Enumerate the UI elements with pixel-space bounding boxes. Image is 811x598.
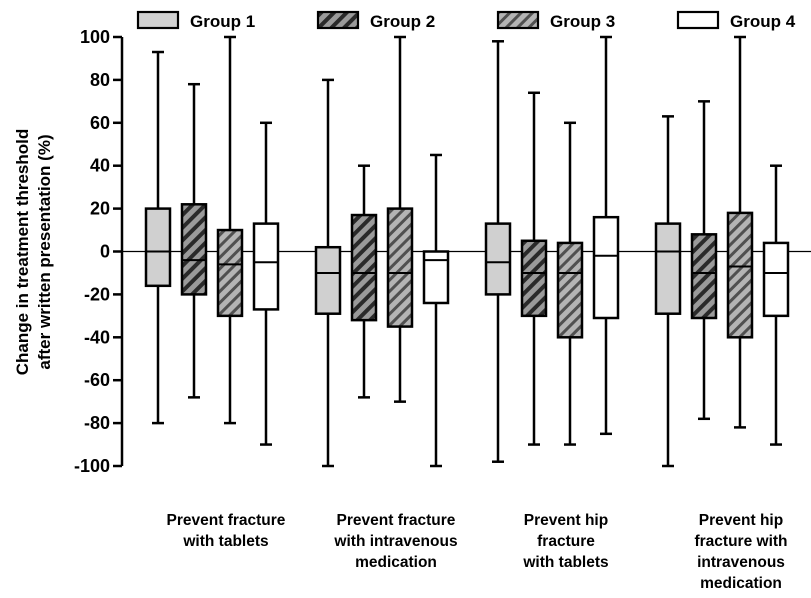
box-group-4-cat-1	[252, 121, 280, 446]
box-group-3-cat-2	[386, 35, 414, 403]
box-group-3-cat-1	[216, 35, 244, 425]
box-body	[592, 215, 620, 320]
y-tick-label: -40	[84, 327, 110, 347]
box-group-3-cat-3	[556, 121, 584, 446]
box-group-2-cat-4	[690, 100, 718, 421]
box-body	[556, 241, 584, 339]
box-body	[350, 213, 378, 322]
box-body	[144, 207, 172, 288]
y-tick-label: -100	[74, 456, 110, 476]
box-group-1-cat-2	[314, 78, 342, 468]
box-body	[216, 228, 244, 318]
box-body	[690, 233, 718, 320]
box-body	[654, 222, 682, 315]
box-group-2-cat-2	[350, 164, 378, 399]
box-body	[314, 245, 342, 315]
box-body	[484, 222, 512, 296]
x-category-label: Prevent hip fracture with intravenous me…	[694, 512, 788, 592]
box-group-1-cat-1	[144, 50, 172, 425]
box-group-4-cat-3	[592, 35, 620, 436]
plot-area	[144, 35, 790, 468]
box-group-1-cat-4	[654, 115, 682, 468]
legend-label: Group 4	[730, 12, 796, 31]
box-group-1-cat-3	[484, 40, 512, 463]
legend-item-3: Group 3	[496, 10, 615, 31]
y-tick-label: -80	[84, 413, 110, 433]
y-tick-label: 100	[80, 27, 110, 47]
y-tick-label: -20	[84, 284, 110, 304]
legend-label: Group 1	[190, 12, 255, 31]
legend-swatch	[676, 10, 720, 30]
legend: Group 1 Group 2 Group 3 Group 4	[136, 10, 796, 31]
y-tick-label: -60	[84, 370, 110, 390]
box-group-3-cat-4	[726, 35, 754, 429]
box-group-4-cat-2	[422, 153, 450, 468]
legend-label: Group 3	[550, 12, 615, 31]
box-group-2-cat-3	[520, 91, 548, 446]
box-body	[726, 211, 754, 339]
box-group-2-cat-1	[180, 82, 208, 399]
x-category-label: Prevent fracture with tablets	[166, 512, 286, 550]
legend-item-1: Group 1	[136, 10, 255, 31]
legend-swatch	[496, 10, 540, 30]
legend-item-2: Group 2	[316, 10, 435, 31]
box-body	[386, 207, 414, 328]
box-group-4-cat-4	[762, 164, 790, 446]
y-tick-label: 40	[90, 156, 110, 176]
box-body	[762, 241, 790, 318]
x-category-label: Prevent fracture with intravenous medica…	[334, 512, 458, 571]
legend-label: Group 2	[370, 12, 435, 31]
box-body	[520, 239, 548, 318]
legend-swatch	[136, 10, 180, 30]
y-tick-label: 60	[90, 113, 110, 133]
y-tick-label: 0	[100, 242, 110, 262]
y-tick-label: 20	[90, 199, 110, 219]
box-body	[252, 222, 280, 311]
legend-swatch	[316, 10, 360, 30]
y-axis-label: Change in treatment threshold after writt…	[13, 129, 54, 376]
y-axis: -100 -80 -60 -40 -20 0 20 40 60 80 100 Change in tr…	[13, 27, 811, 476]
box-body	[180, 203, 208, 296]
legend-item-4: Group 4	[676, 10, 796, 31]
y-tick-label: 80	[90, 70, 110, 90]
x-category-label: Prevent hip fracture with tablets	[523, 512, 609, 571]
